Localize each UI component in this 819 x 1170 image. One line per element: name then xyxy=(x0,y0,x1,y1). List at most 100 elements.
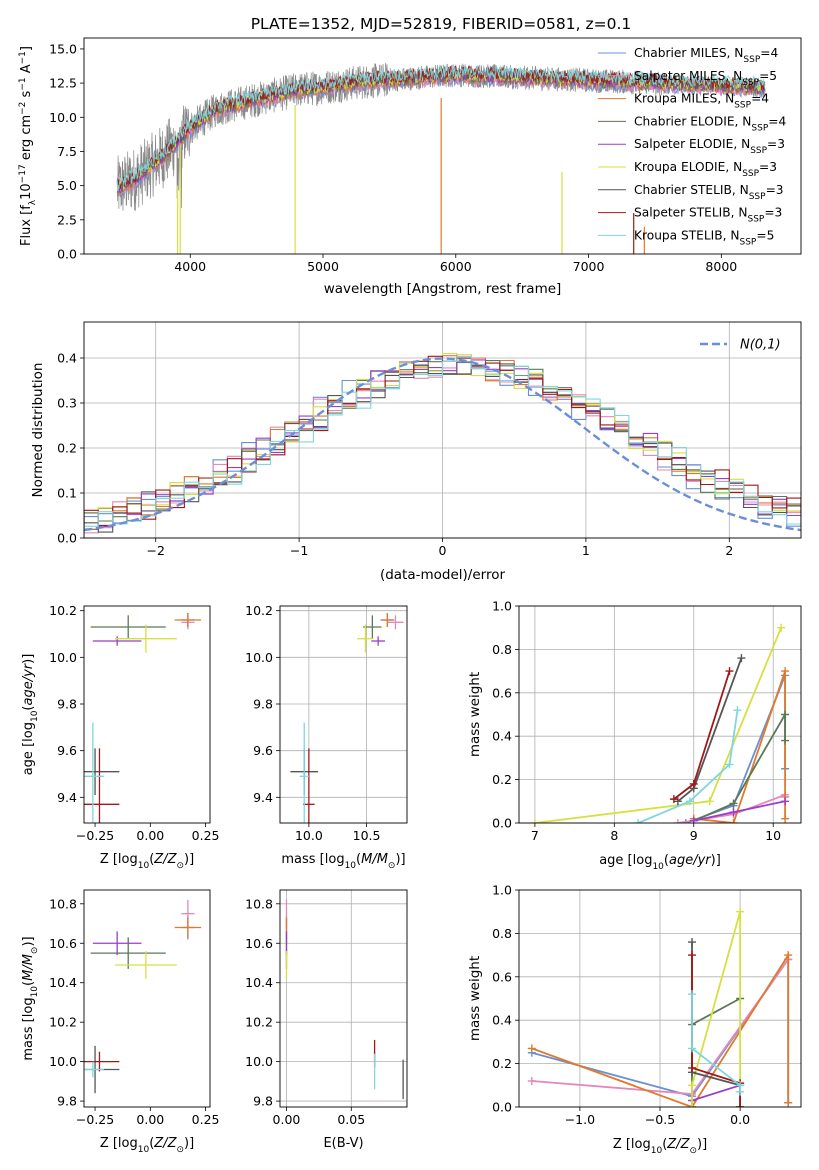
y-tick-label: 1.0 xyxy=(492,883,512,898)
label-part: )] xyxy=(395,852,405,867)
y-tick-label: 0.4 xyxy=(492,1013,512,1028)
plot-area-z-mass xyxy=(84,899,202,1094)
weight-marker xyxy=(781,814,790,823)
axes-frame xyxy=(518,605,802,824)
weight-marker xyxy=(781,710,790,719)
label-part: Salpeter MILES, N xyxy=(634,69,742,83)
weight-marker xyxy=(736,907,745,916)
weight-line xyxy=(691,997,741,1107)
x-tick-label: 6000 xyxy=(440,259,472,274)
x-tick-label: 0.00 xyxy=(136,1112,164,1127)
x-tick-label: 9 xyxy=(690,828,698,843)
label-part: =5 xyxy=(756,228,774,242)
x-tick-label: 0.0 xyxy=(730,1112,750,1127)
x-tick-label: 0.00 xyxy=(273,1112,301,1127)
label-part: Flux [f xyxy=(19,205,34,246)
weight-marker xyxy=(729,808,738,817)
x-tick-label: 0.25 xyxy=(192,1112,220,1127)
x-tick-label: 5000 xyxy=(307,259,339,274)
axes-frame xyxy=(279,605,408,824)
weight-marker xyxy=(688,1063,697,1072)
y-tick-label: 9.6 xyxy=(253,743,273,758)
weight-marker xyxy=(681,819,690,823)
label-part: ( xyxy=(664,853,669,868)
label-part: ( xyxy=(149,1136,154,1151)
label-part: SSP xyxy=(750,146,767,156)
x-axis-label: age [log10(age/yr)] xyxy=(599,853,721,872)
label-part: SSP xyxy=(751,123,768,133)
y-tick-label: 10.6 xyxy=(49,936,77,951)
y-axis-label: mass weight xyxy=(467,672,483,757)
weight-marker xyxy=(705,797,714,806)
legend-entry: Chabrier ELODIE, NSSP=4 xyxy=(634,114,786,133)
label-part: =4 xyxy=(768,114,786,128)
weight-marker xyxy=(737,654,746,663)
label-part: )] xyxy=(184,852,194,867)
weight-line xyxy=(693,670,786,823)
y-tick-label: 15.0 xyxy=(49,41,77,56)
axes-frame xyxy=(83,37,802,255)
label-part: SSP xyxy=(742,169,759,179)
label-part: 10 xyxy=(30,986,40,998)
plot-area-z-age xyxy=(84,613,202,823)
x-tick-label: 10 xyxy=(765,828,781,843)
y-tick-label: 0.2 xyxy=(492,1056,512,1071)
label-part: mass [log xyxy=(21,997,36,1060)
label-part: Salpeter ELODIE, N xyxy=(634,137,750,151)
weight-marker xyxy=(781,667,790,676)
panel-z-age: −0.25 0.00 0.259.49.69.810.010.2Z [log10(Z… xyxy=(21,603,220,871)
x-tick-label: −1.0 xyxy=(565,1112,595,1127)
label-part: =3 xyxy=(767,137,785,151)
x-tick-label: −1 xyxy=(290,543,308,558)
y-tick-label: 9.4 xyxy=(57,790,77,805)
x-tick-label: 0 xyxy=(439,543,447,558)
label-part: ⊙ xyxy=(176,1145,184,1155)
weight-marker xyxy=(736,1087,745,1096)
label-part: Kroupa ELODIE, N xyxy=(634,160,742,174)
plot-area-spectrum xyxy=(116,62,766,254)
weight-marker xyxy=(725,667,734,676)
label-part: −17 xyxy=(18,164,28,183)
label-part: SSP xyxy=(742,78,759,88)
x-tick-label: 8 xyxy=(610,828,618,843)
y-axis-label: Flux [fλ10−17 erg cm−2 s−1 A−1] xyxy=(18,46,38,246)
label-part: =3 xyxy=(766,183,784,197)
y-tick-label: 0.1 xyxy=(57,486,77,501)
legend-entry: Salpeter MILES, NSSP=5 xyxy=(634,69,777,88)
x-tick-label: 2 xyxy=(725,543,733,558)
y-tick-label: 5.0 xyxy=(57,178,77,193)
label-part: age [log xyxy=(21,722,36,775)
label-part: )] xyxy=(21,654,36,664)
weight-marker xyxy=(527,1044,536,1053)
label-part: SSP xyxy=(740,237,757,247)
x-tick-label: −2 xyxy=(146,543,164,558)
label-part: age [log xyxy=(599,853,652,868)
label-part: )] xyxy=(697,1137,707,1152)
label-part: ( xyxy=(356,852,361,867)
y-axis-label: mass weight xyxy=(467,956,483,1041)
y-tick-label: 0.2 xyxy=(492,772,512,787)
y-tick-label: 0.4 xyxy=(492,729,512,744)
panel-z-weight: −1.0 −0.5 0.0 0.0 0.2 0.4 0.6 0.8 1.0 Z [log10(Z/… xyxy=(467,883,802,1156)
label-part: Z/Z xyxy=(666,1137,690,1152)
label-part: A xyxy=(19,64,34,77)
weight-marker xyxy=(688,1081,697,1090)
y-tick-label: 0.6 xyxy=(492,969,512,984)
y-tick-label: 10.4 xyxy=(49,975,77,990)
label-part: ] xyxy=(19,46,34,51)
x-tick-label: 10.0 xyxy=(295,828,323,843)
label-part: SSP xyxy=(743,55,760,65)
x-tick-label: 8000 xyxy=(705,259,737,274)
panel-ebv-mass: 0.00 0.05 9.8 10.0 10.2 10.4 10.6 10.8 E(B-V) xyxy=(245,889,408,1151)
label-part: ( xyxy=(149,852,154,867)
axes-frame xyxy=(279,889,408,1108)
weight-line xyxy=(637,710,739,823)
weight-marker xyxy=(784,951,793,960)
y-tick-label: 10.0 xyxy=(49,650,77,665)
weight-marker xyxy=(781,736,790,745)
label-part: −1 xyxy=(18,77,28,90)
panel-spectrum: 4000 5000 6000 7000 8000 0.0 2.5 5.0 7.5 10.0 12.5… xyxy=(18,37,802,297)
weight-marker xyxy=(725,760,734,769)
label-part: mass [log xyxy=(281,852,344,867)
x-tick-label: 4000 xyxy=(174,259,206,274)
